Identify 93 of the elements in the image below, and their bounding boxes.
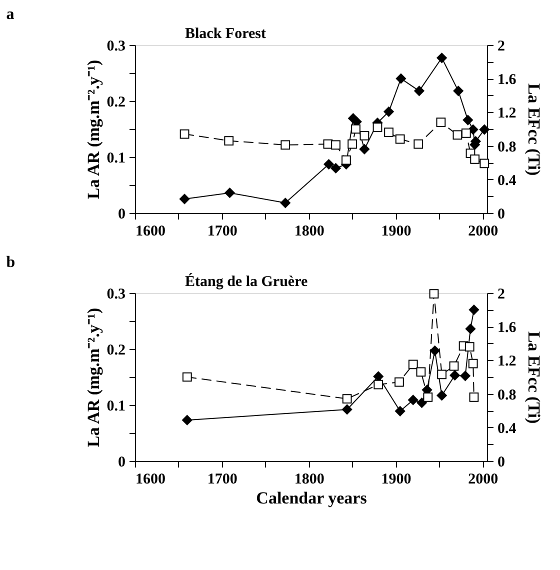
point [372,122,382,132]
point [468,304,480,315]
point [351,124,360,134]
point [394,406,406,416]
y-tick-label: 0.2 [106,342,126,358]
point [469,392,479,402]
point [324,159,334,170]
point [436,390,447,401]
y2-tick-label: 2 [498,38,505,54]
point [330,163,341,174]
x-tick-label: 1700 [207,472,238,488]
y-tick-label: 0.2 [106,94,126,110]
x-tick-label: 2000 [468,224,498,240]
point [414,86,424,96]
point [479,124,490,135]
point [430,346,440,356]
x-tick-label: 1900 [381,472,412,488]
y-axis-title: La AR (mg.m⁻².y⁻¹) [84,60,103,200]
point [182,372,192,382]
point [449,361,459,371]
point [480,158,490,168]
y-tick-label: 0.1 [106,150,126,166]
y2-tick-label: 1.6 [498,72,517,88]
point [429,289,439,299]
point [450,370,460,380]
point [182,415,192,426]
y2-axis-title: La EFcc (Ti) [524,83,544,176]
y2-tick-label: 0.4 [498,420,517,437]
point [331,140,340,150]
point [461,128,471,138]
y-tick-label: 0.3 [106,38,126,54]
x-axis-title: Calendar years [256,488,368,508]
point [342,155,351,165]
text: a [6,6,14,23]
point [384,106,394,117]
point [395,134,405,144]
x-tick-label: 2000 [468,472,498,488]
point [180,129,190,139]
y2-tick-label: 0 [498,206,505,222]
y2-axis-title: La EFcc (Ti) [524,331,544,424]
y-tick-label: 0.3 [106,286,126,302]
y2-tick-label: 1.2 [498,354,516,370]
point [342,404,352,415]
point [436,118,446,127]
point [374,380,384,390]
point [468,358,478,368]
point [436,52,447,63]
point [224,188,235,198]
y2-tick-label: 0 [498,454,505,470]
y2-tick-label: 0.4 [498,172,517,189]
point [360,131,370,140]
point [437,370,446,380]
point [453,86,464,96]
x-tick-label: 1800 [294,224,324,240]
point [408,394,418,406]
chart-title: Étang de la Gruère [185,273,308,290]
y-tick-label: 0.1 [106,398,126,414]
point [465,324,476,334]
point [179,194,190,204]
point [460,370,470,381]
x-tick-label: 1700 [207,224,238,240]
point [408,360,418,370]
point [280,140,290,150]
point [423,392,433,402]
x-tick-label: 1800 [294,472,324,488]
point [452,130,462,140]
point [384,128,394,138]
point [280,198,290,208]
point [464,342,474,352]
point [416,367,426,377]
x-tick-label: 1600 [136,224,166,240]
y-axis-title: La AR (mg.m⁻².y⁻¹) [84,308,103,448]
y2-tick-label: 1.2 [498,106,516,122]
point [416,398,427,408]
point [462,114,473,126]
point [470,154,480,164]
point [394,377,404,387]
point [342,394,352,404]
y2-tick-label: 0.8 [498,139,516,156]
y2-tick-label: 0.8 [498,387,516,404]
chart-title: Black Forest [185,26,266,42]
point [414,139,424,149]
x-tick-label: 1900 [381,224,412,240]
x-tick-label: 1600 [136,472,166,488]
point [359,144,370,154]
point [396,73,406,84]
y2-tick-label: 2 [498,286,505,302]
y-tick-label: 0 [118,206,126,222]
point [224,136,234,146]
text: b [6,254,16,271]
y-tick-label: 0 [118,454,126,470]
y2-tick-label: 1.6 [498,320,517,336]
point [348,139,357,149]
